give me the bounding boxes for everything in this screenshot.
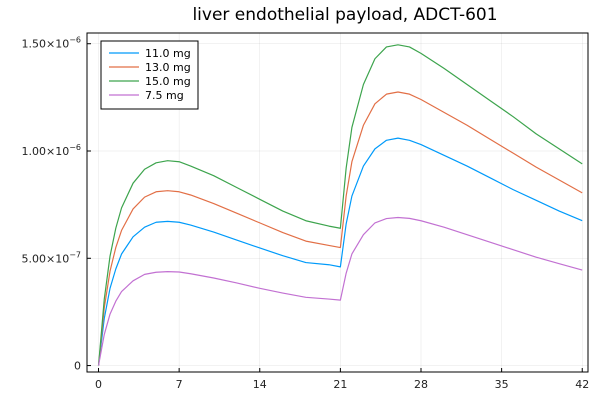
plot-frame — [86, 32, 589, 373]
x-tick-label: 35 — [495, 378, 509, 391]
y-tick-label: 1.50×10−6 — [21, 36, 81, 51]
y-tick-label: 1.00×10−6 — [21, 143, 81, 158]
series-lines — [97, 44, 583, 366]
x-tick-label: 0 — [95, 378, 102, 391]
x-tick-label: 14 — [253, 378, 267, 391]
y-axis: 0 5.00×10−7 1.00×10−6 1.50×10−6 — [21, 36, 91, 373]
legend-label: 13.0 mg — [145, 61, 191, 74]
x-tick-label: 28 — [414, 378, 428, 391]
series-line — [97, 216, 583, 366]
x-tick-label: 21 — [333, 378, 347, 391]
series-line — [97, 137, 583, 366]
legend-label: 7.5 mg — [145, 89, 184, 102]
y-tick-label: 5.00×10−7 — [21, 250, 81, 265]
legend-box — [100, 40, 199, 110]
x-tick-label: 42 — [575, 378, 589, 391]
series-line — [97, 44, 583, 366]
x-axis: 0 7 14 21 28 35 42 — [95, 368, 589, 391]
legend-label: 15.0 mg — [145, 75, 191, 88]
x-tick-label: 7 — [176, 378, 183, 391]
legend-label: 11.0 mg — [145, 47, 191, 60]
y-tick-label: 0 — [74, 360, 81, 373]
series-line — [97, 91, 583, 366]
chart-title: liver endothelial payload, ADCT-601 — [192, 5, 497, 25]
